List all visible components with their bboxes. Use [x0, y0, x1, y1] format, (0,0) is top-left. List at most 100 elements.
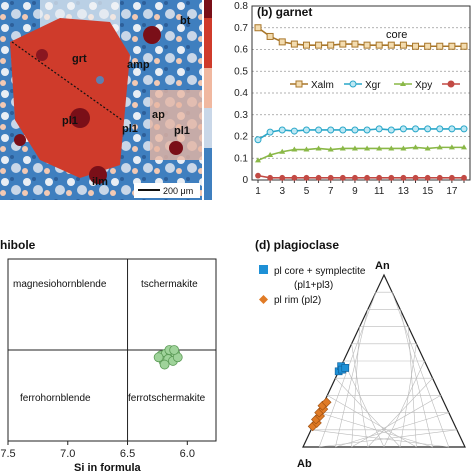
y-tick-label: 0 — [242, 175, 248, 186]
data-point-xalm — [290, 40, 298, 48]
x-tick-label: 7.5 — [0, 448, 15, 460]
legend-label-rim: pl rim (pl2) — [274, 295, 321, 306]
data-point-xgr — [266, 128, 274, 136]
data-point-xalm — [448, 42, 456, 50]
data-point-xgr — [424, 125, 432, 133]
data-point-xsps — [364, 174, 370, 181]
legend-label: Xalm — [311, 80, 334, 91]
data-point-xalm — [460, 42, 468, 50]
data-point-xalm — [266, 32, 274, 40]
label-pl1-a: pl1 — [62, 115, 78, 127]
ternary-grid-line — [319, 412, 433, 448]
plagioclase-chart-panel: (d) plagioclase An Ab pl core + symplect… — [245, 235, 474, 474]
data-point-xpy — [279, 148, 286, 154]
x-tick-label: 9 — [352, 186, 358, 197]
legend-marker-rim — [259, 295, 268, 304]
y-tick-label: 0.7 — [234, 23, 248, 34]
data-point-xgr — [363, 126, 371, 134]
data-point-xpy — [291, 146, 298, 152]
y-tick-label: 0.6 — [234, 45, 248, 56]
data-point-xgr — [327, 126, 335, 134]
data-point-xalm — [315, 41, 323, 49]
mineral-map-panel: bt grt amp ap pl1 pl1 pl1 ilm 200 μm — [0, 0, 212, 200]
mineral-map-image: bt grt amp ap pl1 pl1 pl1 ilm 200 μm — [0, 0, 212, 200]
x-tick-label: 11 — [374, 186, 385, 197]
ternary-grid-line — [391, 292, 450, 448]
data-point-xalm — [436, 42, 444, 50]
plagioclase-ternary: (d) plagioclase An Ab pl core + symplect… — [255, 238, 466, 470]
y-tick-label: 0.5 — [234, 66, 248, 77]
x-tick-label: 5 — [304, 186, 310, 197]
core-label: core — [386, 29, 407, 41]
data-point-xgr — [302, 126, 310, 134]
chart-title: (d) plagioclase — [255, 238, 339, 252]
data-point-xpy — [461, 144, 467, 150]
label-amp: amp — [127, 59, 150, 71]
data-point-xpy — [412, 144, 419, 150]
data-point-xsps — [291, 174, 298, 181]
legend-label: Xpy — [415, 80, 432, 91]
data-point-xgr — [254, 136, 262, 144]
data-point-xsps — [436, 174, 443, 181]
field-magnesiohornblende: magnesiohornblende — [13, 279, 107, 290]
y-tick-label: 0.1 — [234, 153, 248, 164]
data-point-xpy — [339, 145, 346, 151]
data-point-xgr — [278, 126, 286, 134]
data-point-xsps — [255, 172, 261, 179]
legend-marker — [447, 80, 455, 88]
legend-label-core: pl core + symplectite — [274, 266, 366, 277]
data-point-xpy — [315, 145, 322, 151]
x-tick-label: 3 — [279, 186, 285, 197]
label-ap: ap — [152, 109, 165, 121]
legend-sublabel-core: (pl1+pl3) — [294, 280, 333, 291]
garnet-chart: (b) garnet core 0 0.1 0.2 0.3 0.4 0.5 0.6 0.7 0.… — [234, 1, 471, 197]
x-tick-label: 13 — [398, 186, 410, 197]
data-point-xpy — [303, 146, 310, 152]
field-ferrotschermakite: ferrotschermakite — [128, 393, 206, 404]
x-tick-label: 7 — [328, 186, 334, 197]
x-tick-label: 7.0 — [60, 448, 75, 460]
legend-marker — [295, 80, 303, 88]
series-line-xpy — [257, 146, 464, 162]
data-point-xalm — [412, 42, 420, 50]
x-tick-label: 17 — [446, 186, 458, 197]
data-point-xsps — [376, 174, 383, 181]
ternary-grid-line — [311, 429, 449, 448]
data-point-xpy — [424, 145, 431, 151]
legend-marker — [400, 81, 406, 86]
data-point-xsps — [352, 174, 358, 181]
data-point-xgr — [351, 126, 359, 134]
data-point — [169, 345, 180, 355]
data-point-xpy — [436, 144, 443, 150]
series-line-xalm — [257, 27, 464, 48]
chart-title-fragment: hibole — [0, 238, 36, 252]
label-grt: grt — [72, 53, 87, 65]
apex-ab: Ab — [297, 458, 312, 470]
series-line-xgr — [257, 128, 464, 141]
ternary-grid-line — [383, 360, 425, 448]
data-point-xgr — [290, 127, 298, 135]
data-point-xsps — [448, 174, 455, 181]
series-line-xsps — [257, 174, 464, 179]
data-point-xalm — [302, 41, 310, 49]
data-point-xsps — [461, 174, 467, 181]
data-point-xpy — [400, 145, 407, 151]
data-point-xalm — [387, 41, 395, 49]
ternary-grid-line — [343, 360, 385, 448]
data-point-xsps — [339, 174, 346, 181]
y-tick-label: 0.8 — [234, 1, 248, 12]
data-point-xsps — [267, 174, 274, 181]
data-point-xsps — [315, 174, 322, 181]
data-point-xsps — [412, 174, 419, 181]
data-point-xpy — [388, 145, 395, 151]
ternary-grid-line — [335, 377, 401, 448]
y-tick-label: 0.3 — [234, 110, 248, 121]
field-ferrohornblende: ferrohornblende — [20, 393, 91, 404]
x-tick-label: 15 — [422, 186, 434, 197]
data-point-xgr — [315, 126, 323, 134]
ternary-grid-line — [408, 326, 417, 448]
data-point-xalm — [363, 41, 371, 49]
x-axis-label: Si in formula — [74, 462, 142, 474]
field-tschermakite: tschermakite — [141, 279, 198, 290]
data-point-xgr — [436, 125, 444, 133]
